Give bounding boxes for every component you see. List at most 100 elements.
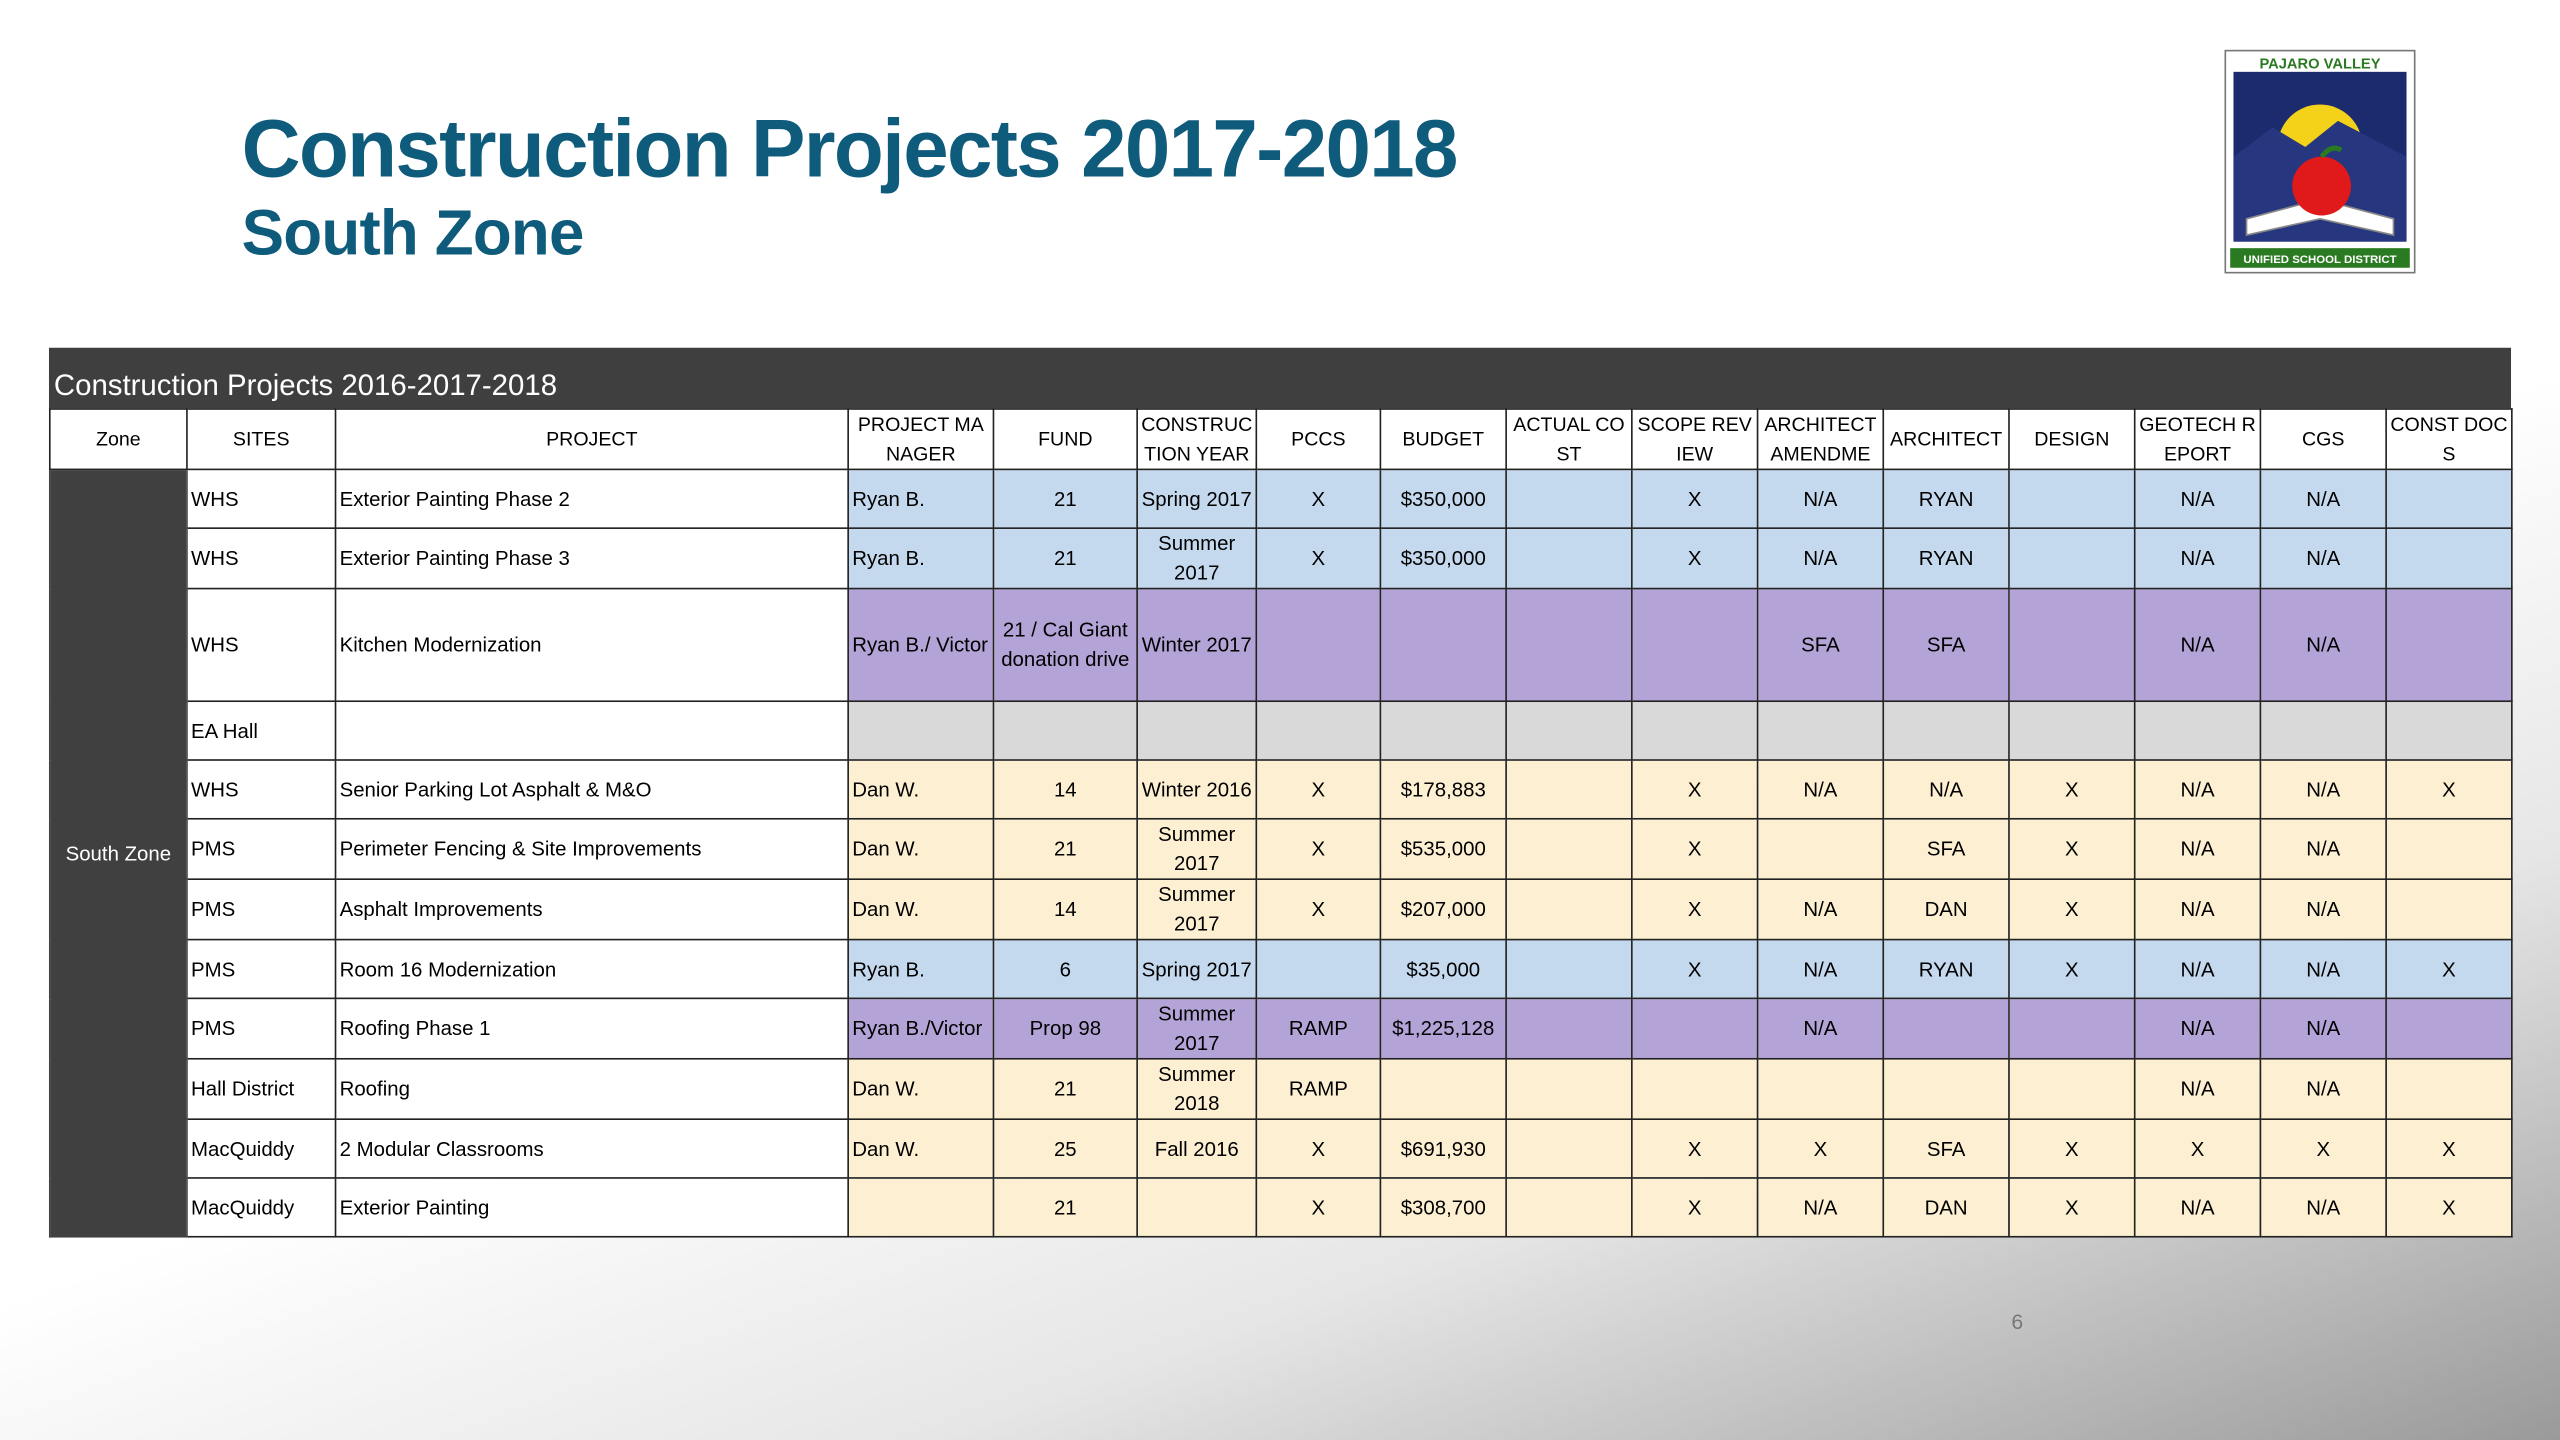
table-cell: Room 16 Modernization bbox=[334, 938, 849, 1000]
table-cell: Ryan B./Victor bbox=[847, 997, 995, 1060]
column-header: BUDGET bbox=[1379, 408, 1507, 471]
table-cell: X bbox=[1255, 527, 1382, 590]
table-cell: X bbox=[2385, 759, 2513, 820]
table-cell: X bbox=[2385, 1177, 2513, 1238]
table-cell: N/A bbox=[1756, 468, 1885, 529]
table-cell: WHS bbox=[186, 587, 337, 703]
table-cell: N/A bbox=[2259, 878, 2387, 941]
table-cell bbox=[1255, 587, 1382, 703]
table-cell: DAN bbox=[1882, 878, 2010, 941]
table-cell bbox=[2385, 468, 2513, 529]
table-cell bbox=[2008, 587, 2136, 703]
table-cell: N/A bbox=[2259, 817, 2387, 880]
column-header: ARCHITECT bbox=[1882, 408, 2010, 471]
table-cell: SFA bbox=[1756, 587, 1885, 703]
table-cell: 14 bbox=[992, 759, 1138, 820]
table-cell bbox=[2008, 700, 2136, 761]
table-cell bbox=[1505, 817, 1633, 880]
table-cell bbox=[1505, 700, 1633, 761]
table-cell: X bbox=[2008, 759, 2136, 820]
table-cell: X bbox=[1631, 1118, 1759, 1179]
table-cell: N/A bbox=[1756, 527, 1885, 590]
table-cell bbox=[1379, 587, 1507, 703]
table-cell: X bbox=[1631, 1177, 1759, 1238]
table-cell: Ryan B. bbox=[847, 938, 995, 1000]
table-row: PMS Room 16 Modernization Ryan B. 6 Spring 2… bbox=[50, 938, 2513, 1000]
table-cell: X bbox=[1255, 468, 1382, 529]
table-cell: $535,000 bbox=[1379, 817, 1507, 880]
table-cell: Summer 2018 bbox=[1136, 1057, 1258, 1120]
table-cell: PMS bbox=[186, 878, 337, 941]
table-cell: X bbox=[2008, 1118, 2136, 1179]
table-cell: N/A bbox=[2259, 527, 2387, 590]
table-cell: SFA bbox=[1882, 817, 2010, 880]
table-cell: X bbox=[2008, 817, 2136, 880]
table-row: PMS Roofing Phase 1 Ryan B./Victor Prop 98 S… bbox=[50, 997, 2513, 1060]
table-cell: X bbox=[2385, 1118, 2513, 1179]
table-cell bbox=[1882, 1057, 2010, 1120]
table-cell: N/A bbox=[1756, 878, 1885, 941]
table-cell: 21 bbox=[992, 468, 1138, 529]
table-cell bbox=[1631, 1057, 1759, 1120]
table-cell: N/A bbox=[2133, 817, 2262, 880]
table-cell: X bbox=[1631, 527, 1759, 590]
column-header: CONST DOCS bbox=[2385, 408, 2513, 471]
table-cell: WHS bbox=[186, 468, 337, 529]
table-cell: $178,883 bbox=[1379, 759, 1507, 820]
table-cell: N/A bbox=[2259, 997, 2387, 1060]
table-cell bbox=[2385, 997, 2513, 1060]
table-cell: X bbox=[1631, 759, 1759, 820]
table-row: PMS Asphalt Improvements Dan W. 14 Summer 20… bbox=[50, 878, 2513, 941]
table-cell bbox=[1505, 938, 1633, 1000]
table-cell: N/A bbox=[2133, 759, 2262, 820]
column-header: DESIGN bbox=[2008, 408, 2136, 471]
table-cell: N/A bbox=[2259, 1057, 2387, 1120]
column-header: ACTUAL COST bbox=[1505, 408, 1633, 471]
table-cell bbox=[1756, 817, 1885, 880]
table-cell: N/A bbox=[1882, 759, 2010, 820]
subtitle: South Zone bbox=[241, 199, 585, 270]
table-cell: N/A bbox=[1756, 1177, 1885, 1238]
column-header: CGS bbox=[2259, 408, 2387, 471]
table-cell: X bbox=[2259, 1118, 2387, 1179]
column-header: Zone bbox=[48, 408, 188, 471]
column-header: PCCS bbox=[1255, 408, 1382, 471]
table-cell bbox=[1136, 700, 1258, 761]
table-cell: 21 bbox=[992, 1057, 1138, 1120]
table-cell: Dan W. bbox=[847, 759, 995, 820]
table-cell bbox=[2259, 700, 2387, 761]
table-cell: 21 bbox=[992, 1177, 1138, 1238]
table-cell: $350,000 bbox=[1379, 468, 1507, 529]
table-cell: Ryan B. bbox=[847, 527, 995, 590]
table-cell: Summer 2017 bbox=[1136, 997, 1258, 1060]
table-row: Hall District Roofing Dan W. 21 Summer 2018 R… bbox=[50, 1057, 2513, 1120]
table-cell: X bbox=[1756, 1118, 1885, 1179]
table-cell: Summer 2017 bbox=[1136, 817, 1258, 880]
table-cell: $691,930 bbox=[1379, 1118, 1507, 1179]
table-cell: RAMP bbox=[1255, 1057, 1382, 1120]
table-cell: Roofing bbox=[334, 1057, 849, 1120]
table-cell: PMS bbox=[186, 997, 337, 1060]
table-cell bbox=[1505, 468, 1633, 529]
table-cell bbox=[2385, 817, 2513, 880]
column-header: CONSTRUCTION YEAR bbox=[1136, 408, 1258, 471]
table-cell: Summer 2017 bbox=[1136, 527, 1258, 590]
table-cell bbox=[2008, 997, 2136, 1060]
table-cell: Dan W. bbox=[847, 1118, 995, 1179]
table-cell: N/A bbox=[1756, 997, 1885, 1060]
table-cell: N/A bbox=[2259, 587, 2387, 703]
table-cell: X bbox=[2008, 1177, 2136, 1238]
table-row: WHS Senior Parking Lot Asphalt & M&O Dan W… bbox=[50, 759, 2513, 820]
column-header: PROJECT bbox=[334, 408, 849, 471]
table-cell: Dan W. bbox=[847, 878, 995, 941]
table-cell: Ryan B./ Victor bbox=[847, 587, 995, 703]
table-cell bbox=[847, 1177, 995, 1238]
logo-bottom: UNIFIED SCHOOL DISTRICT bbox=[2243, 254, 2396, 266]
table-cell bbox=[1631, 997, 1759, 1060]
column-header: SCOPE REVIEW bbox=[1631, 408, 1759, 471]
table-cell bbox=[2008, 1057, 2136, 1120]
table-row: WHS Exterior Painting Phase 3 Ryan B. 21 Sum… bbox=[50, 527, 2513, 590]
table-cell bbox=[1379, 700, 1507, 761]
table-cell: MacQuiddy bbox=[186, 1177, 337, 1238]
table-cell: X bbox=[2008, 938, 2136, 1000]
